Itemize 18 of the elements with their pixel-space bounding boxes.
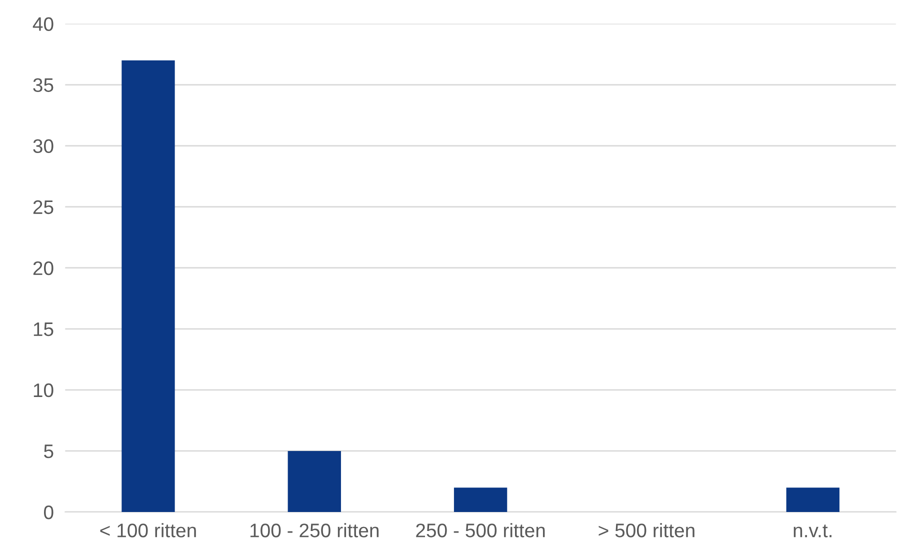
x-tick-label: 100 - 250 ritten: [250, 523, 379, 538]
bar: [454, 488, 508, 512]
y-tick-label: 20: [33, 261, 54, 276]
y-tick-label: 40: [32, 17, 54, 31]
y-tick-label: 30: [33, 139, 54, 154]
bar: [786, 488, 840, 512]
x-tick-label: > 500 ritten: [598, 523, 694, 538]
bar: [122, 60, 175, 512]
y-tick-label: 0: [44, 505, 54, 520]
bar: [288, 450, 341, 512]
x-tick-label: < 100 ritten: [100, 523, 196, 538]
x-tick-label: 250 - 500 ritten: [416, 523, 545, 538]
y-tick-label: 35: [33, 78, 54, 92]
y-tick-label: 5: [44, 444, 54, 458]
y-tick-label: 10: [34, 383, 54, 398]
y-tick-label: 15: [34, 322, 54, 336]
x-tick-label: n.v.t.: [794, 524, 832, 538]
y-tick-label: 25: [33, 200, 54, 214]
